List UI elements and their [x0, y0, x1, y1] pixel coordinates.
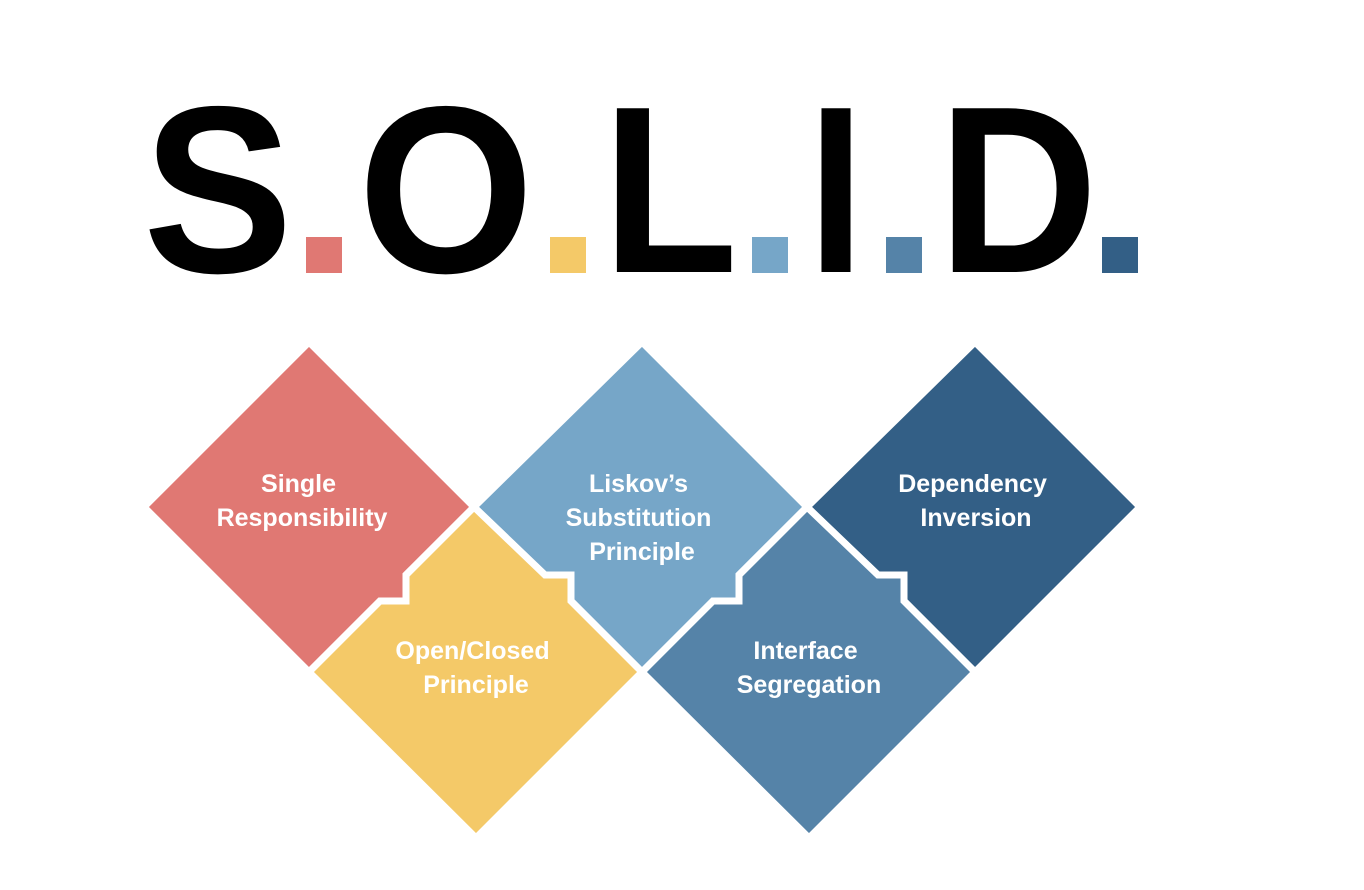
title-wordmark: S O L I D: [143, 58, 1138, 323]
label-single-responsibility-line-1: Single: [261, 470, 336, 498]
title-dot-2: [550, 237, 586, 273]
label-single-responsibility-line-2: Responsibility: [217, 504, 388, 532]
label-single-responsibility: Single Responsibility: [217, 470, 388, 532]
title-dot-1: [306, 237, 342, 273]
label-interface-segregation: Interface Segregation: [737, 637, 881, 699]
label-open-closed-line-2: Principle: [423, 671, 529, 699]
title-dot-5: [1102, 237, 1138, 273]
diamond-interface-segregation: [637, 502, 980, 843]
label-dependency-inversion-line-1: Dependency: [898, 470, 1047, 498]
label-open-closed-line-1: Open/Closed: [395, 637, 549, 665]
principle-labels: Single Responsibility Open/Closed Princi…: [217, 470, 1054, 699]
label-dependency-inversion: Dependency Inversion: [898, 470, 1054, 532]
title-letter-l: L: [602, 58, 738, 323]
label-liskov-substitution: Liskov’s Substitution Principle: [566, 470, 719, 566]
label-liskov-substitution-line-2: Substitution: [566, 504, 712, 532]
title-letter-s: S: [143, 58, 293, 323]
label-liskov-substitution-line-1: Liskov’s: [589, 470, 688, 498]
diamond-open-closed: [304, 502, 647, 843]
title-letter-i: I: [808, 58, 864, 323]
title-dot-3: [752, 237, 788, 273]
principles-diagram: [139, 337, 1145, 843]
label-liskov-substitution-line-3: Principle: [589, 538, 695, 566]
title-letter-o: O: [358, 58, 534, 323]
title-dot-4: [886, 237, 922, 273]
title-letter-d: D: [938, 58, 1098, 323]
label-interface-segregation-line-1: Interface: [753, 637, 857, 665]
label-dependency-inversion-line-2: Inversion: [920, 504, 1031, 532]
label-open-closed: Open/Closed Principle: [395, 637, 556, 699]
label-interface-segregation-line-2: Segregation: [737, 671, 881, 699]
